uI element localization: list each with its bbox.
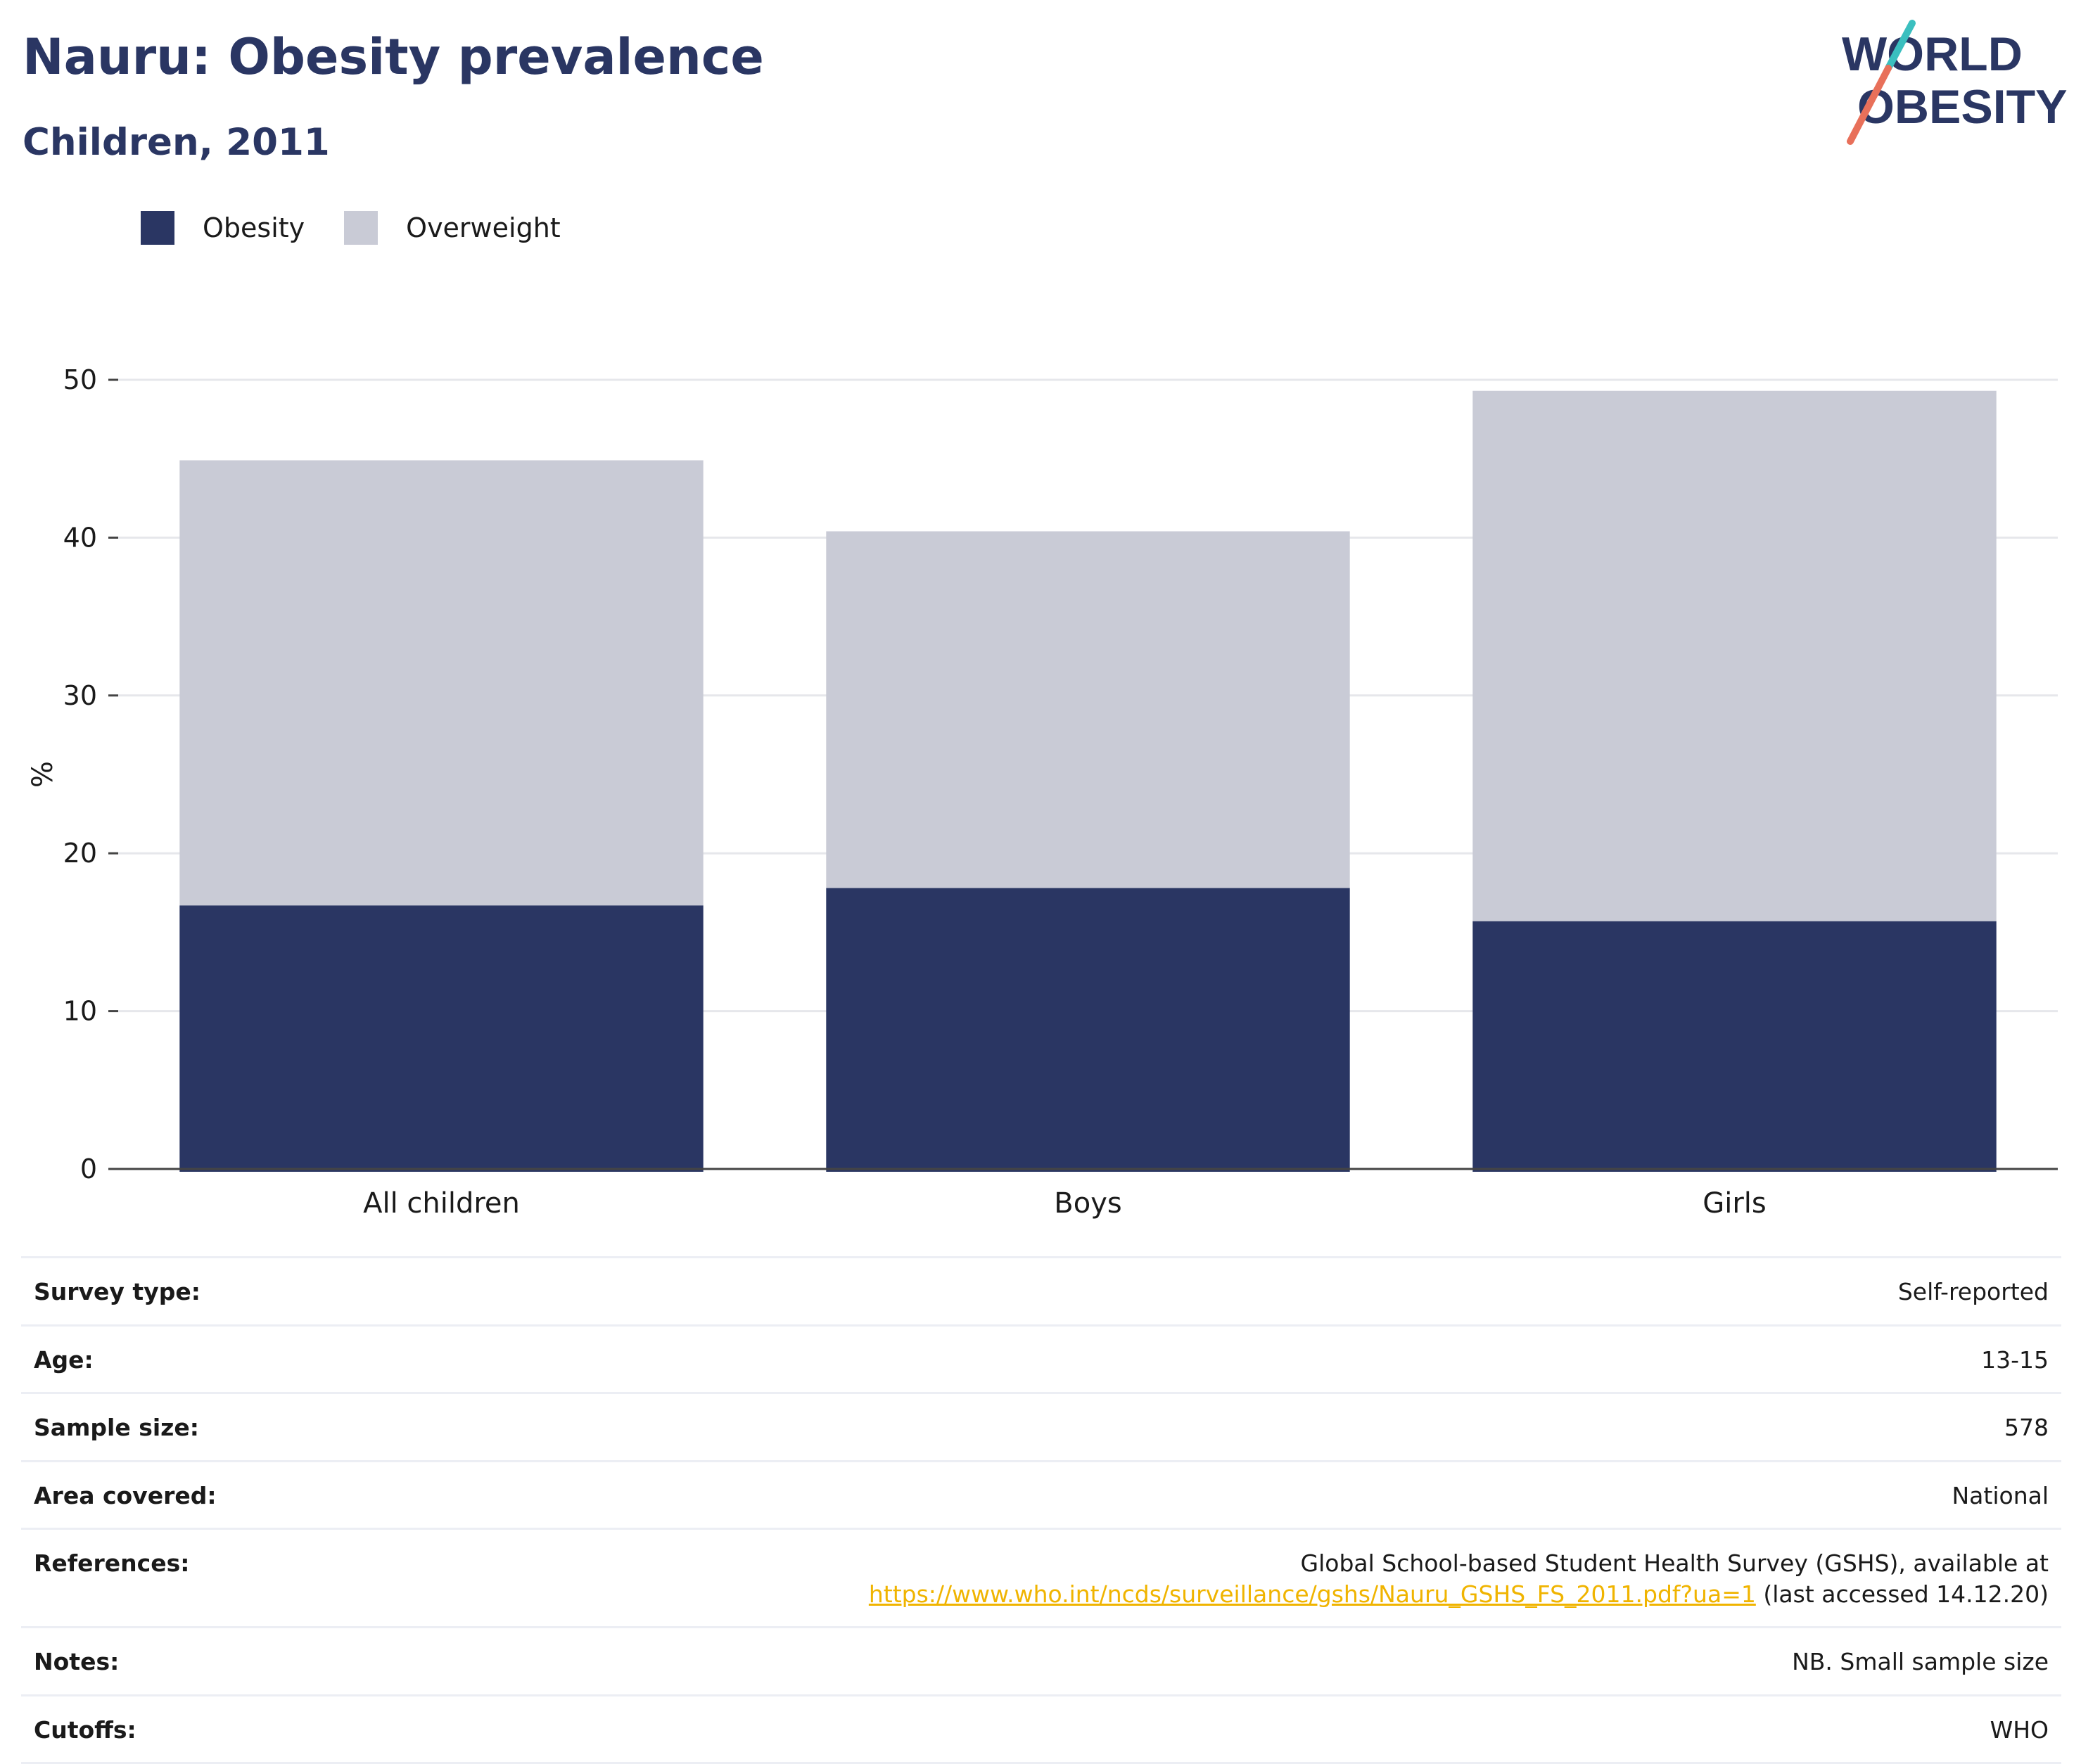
y-tick-label: 0 xyxy=(80,1153,97,1184)
svg-text:OBESITY: OBESITY xyxy=(1857,80,2068,134)
bar-obesity-boys xyxy=(826,888,1350,1172)
info-row-references: References: Global School-based Student … xyxy=(21,1528,2061,1628)
survey-info-table: Survey type: Self-reported Age: 13-15 Sa… xyxy=(21,1256,2061,1764)
info-key: References: xyxy=(21,1528,469,1628)
info-key: Survey type: xyxy=(21,1256,469,1326)
reference-text: Global School-based Student Health Surve… xyxy=(1300,1549,2049,1578)
info-row-area-covered: Area covered: National xyxy=(21,1459,2061,1529)
legend-label-overweight: Overweight xyxy=(406,212,561,243)
svg-text:WORLD: WORLD xyxy=(1842,27,2023,81)
legend-item-obesity[interactable]: Obesity xyxy=(141,211,305,245)
legend-item-overweight[interactable]: Overweight xyxy=(344,211,561,245)
y-tick-label: 20 xyxy=(63,838,97,869)
x-tick-label: Boys xyxy=(1054,1187,1121,1220)
y-axis-label: % xyxy=(27,761,59,788)
info-value: NB. Small sample size xyxy=(469,1626,2061,1696)
info-value: WHO xyxy=(469,1694,2061,1764)
y-tick-label: 50 xyxy=(63,364,97,395)
bar-overweight-boys xyxy=(826,531,1350,888)
reference-suffix: (last accessed 14.12.20) xyxy=(1755,1580,2049,1608)
info-row-survey-type: Survey type: Self-reported xyxy=(21,1256,2061,1326)
info-key: Cutoffs: xyxy=(21,1694,469,1764)
bar-overweight-all-children xyxy=(179,460,704,906)
info-key: Notes: xyxy=(21,1626,469,1696)
page-title: Nauru: Obesity prevalence xyxy=(23,28,764,86)
reference-link[interactable]: https://www.who.int/ncds/surveillance/gs… xyxy=(868,1580,1756,1608)
info-row-sample-size: Sample size: 578 xyxy=(21,1392,2061,1462)
info-value: National xyxy=(469,1459,2061,1529)
legend-swatch-obesity xyxy=(141,211,174,245)
chart-legend: Obesity Overweight xyxy=(141,208,600,248)
bar-obesity-all-children xyxy=(179,905,704,1172)
y-tick-label: 10 xyxy=(63,996,97,1027)
page-subtitle: Children, 2011 xyxy=(23,121,330,164)
y-tick-label: 40 xyxy=(63,522,97,553)
legend-swatch-overweight xyxy=(344,211,378,245)
bar-overweight-girls xyxy=(1472,390,1997,921)
info-value: Self-reported xyxy=(469,1256,2061,1326)
info-row-cutoffs: Cutoffs: WHO xyxy=(21,1694,2061,1764)
x-tick-label: All children xyxy=(363,1187,520,1220)
info-value: 13-15 xyxy=(469,1324,2061,1393)
world-obesity-logo: WORLD OBESITY xyxy=(1842,20,2068,145)
y-tick-label: 30 xyxy=(63,680,97,711)
legend-label-obesity: Obesity xyxy=(203,212,305,243)
info-key: Sample size: xyxy=(21,1392,469,1462)
info-value: 578 xyxy=(469,1392,2061,1462)
x-tick-label: Girls xyxy=(1703,1187,1767,1220)
info-key: Area covered: xyxy=(21,1459,469,1529)
info-value: Global School-based Student Health Surve… xyxy=(469,1528,2061,1628)
info-row-age: Age: 13-15 xyxy=(21,1324,2061,1393)
stacked-bar-chart: 0 10 20 30 40 50% All children Boys Girls xyxy=(27,364,2058,1220)
bar-obesity-girls xyxy=(1472,921,1997,1172)
info-key: Age: xyxy=(21,1324,469,1393)
info-row-notes: Notes: NB. Small sample size xyxy=(21,1626,2061,1696)
